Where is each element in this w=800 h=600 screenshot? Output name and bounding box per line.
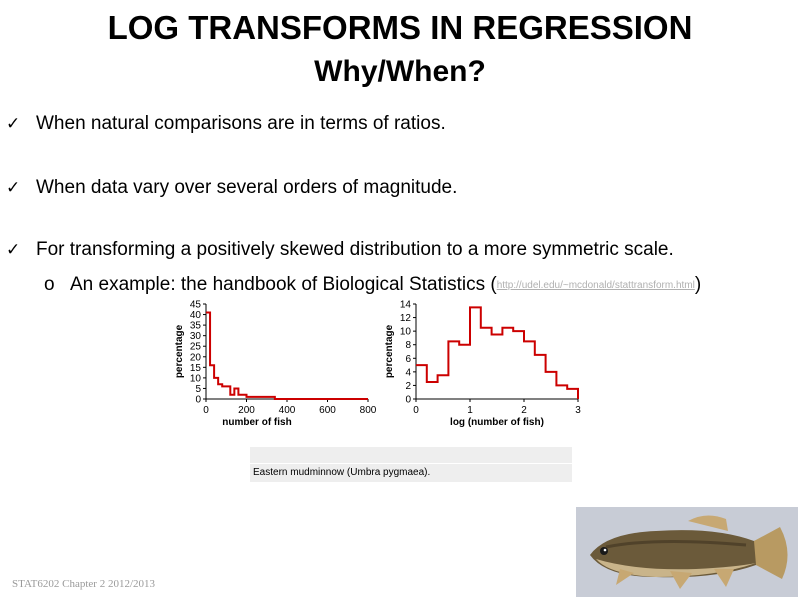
slide-title: LOG TRANSFORMS IN REGRESSION: [107, 9, 693, 46]
y-tick-label: 14: [400, 300, 412, 311]
y-tick-label: 15: [190, 363, 202, 374]
histogram-bin: [546, 372, 557, 399]
x-tick-label: 2: [521, 405, 527, 416]
handbook-link[interactable]: http://udel.edu/~mcdonald/stattransform.…: [496, 280, 695, 291]
bullet-magnitude-text: When data vary over several orders of ma…: [36, 177, 458, 198]
x-tick-label: 400: [279, 405, 296, 416]
y-tick-label: 45: [190, 300, 202, 311]
x-axis-label: log (number of fish): [450, 417, 544, 428]
y-tick-label: 4: [405, 367, 411, 378]
subbullet-example: o An example: the handbook of Biological …: [44, 273, 701, 298]
check-icon: ✓: [6, 114, 21, 133]
histogram-bin: [481, 328, 492, 399]
histogram-bin: [492, 335, 503, 399]
figure-caption: Eastern mudminnow (Umbra pygmaea).: [250, 464, 572, 482]
y-tick-label: 0: [405, 395, 411, 406]
bullet-magnitude: ✓ When data vary over several orders of m…: [6, 176, 457, 200]
histogram-bin: [556, 385, 567, 399]
histogram-bin: [459, 345, 470, 399]
histogram-bin: [502, 328, 513, 399]
y-tick-label: 0: [195, 395, 201, 406]
subbullet-text: An example: the handbook of Biological S…: [70, 274, 497, 295]
slide-footer: STAT6202 Chapter 2 2012/2013: [12, 578, 156, 590]
subbullet-close: ): [694, 274, 702, 295]
bullet-ratios-text: When natural comparisons are in terms of…: [36, 113, 446, 134]
x-tick-label: 600: [319, 405, 336, 416]
y-tick-label: 6: [405, 354, 411, 365]
histogram-bin: [535, 355, 546, 399]
y-tick-label: 35: [190, 321, 202, 332]
y-tick-label: 2: [405, 381, 411, 392]
histogram-bin: [438, 375, 449, 399]
x-axis-label: number of fish: [222, 417, 291, 428]
bullet-skewed-text: For transforming a positively skewed dis…: [36, 239, 674, 260]
y-tick-label: 10: [400, 327, 412, 338]
bullet-skewed: ✓ For transforming a positively skewed di…: [6, 238, 674, 262]
x-tick-label: 0: [413, 405, 419, 416]
histogram-bin: [427, 382, 438, 399]
y-tick-label: 8: [405, 340, 411, 351]
caption-band: [250, 447, 572, 463]
x-tick-label: 1: [467, 405, 473, 416]
histogram-bin: [513, 331, 524, 399]
x-tick-label: 800: [360, 405, 377, 416]
y-tick-label: 30: [190, 331, 202, 342]
y-tick-label: 5: [195, 384, 201, 395]
histogram-outline: [206, 311, 368, 400]
histogram-outline: [416, 306, 579, 399]
x-tick-label: 0: [203, 405, 209, 416]
check-icon: ✓: [6, 240, 21, 259]
histogram-bin: [416, 365, 427, 399]
x-tick-label: 200: [238, 405, 255, 416]
y-tick-label: 40: [190, 310, 202, 321]
slide-subtitle: Why/When?: [314, 55, 486, 88]
y-tick-label: 12: [400, 313, 412, 324]
histogram-bin: [448, 341, 459, 399]
y-axis-label: percentage: [384, 324, 395, 378]
histogram-bin: [470, 307, 481, 399]
histogram-bin: [222, 386, 226, 399]
check-icon: ✓: [6, 178, 21, 197]
bullet-ratios: ✓ When natural comparisons are in terms o…: [6, 112, 446, 136]
y-tick-label: 20: [190, 352, 202, 363]
y-tick-label: 10: [190, 373, 202, 384]
mudminnow-fish-image: [576, 507, 798, 597]
histogram-bin: [567, 389, 578, 399]
y-axis-label: percentage: [174, 324, 185, 378]
subbullet-marker: o: [44, 274, 55, 295]
y-tick-label: 25: [190, 342, 202, 353]
histogram-bin: [524, 341, 535, 399]
x-tick-label: 3: [575, 405, 581, 416]
